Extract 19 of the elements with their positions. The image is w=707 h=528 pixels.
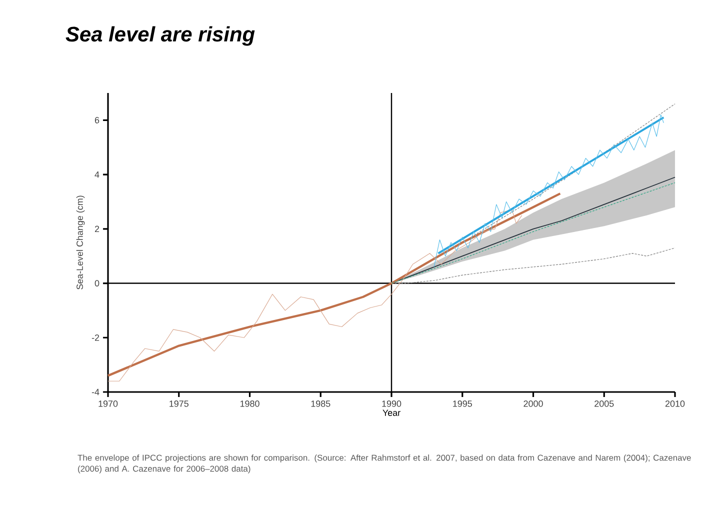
- y-tick-label: 0: [94, 280, 100, 286]
- x-tick-label: 1995: [453, 400, 472, 407]
- x-tick-label: 1980: [240, 400, 260, 407]
- y-tick-label: -4: [92, 388, 100, 396]
- y-tick-label: 4: [94, 171, 100, 178]
- y-tick-label: 6: [94, 116, 100, 124]
- y-tick-label: -2: [92, 334, 100, 341]
- x-tick-label: 1975: [170, 400, 188, 407]
- x-axis-title: Year: [382, 410, 400, 416]
- x-tick-label: 2000: [524, 400, 543, 407]
- x-tick-label: 2010: [665, 400, 685, 407]
- text: The envelope of IPCC projections are shown for comparison. (Source: After Rahmstorf et al. 2007, based on data from Cazenave and Narem (2004); Cazenave (2006) and A. Cazenave for 2006–2008 data): [78, 454, 691, 474]
- x-tick-label: 2005: [594, 400, 614, 407]
- x-tick-label: 1970: [98, 400, 118, 407]
- x-tick-label: 1985: [311, 400, 330, 407]
- x-tick-label: 1990: [382, 400, 402, 407]
- y-tick-label: 2: [94, 226, 100, 232]
- chart-title: Sea level are rising: [66, 26, 255, 46]
- y-axis-title: Sea-Level Change (cm): [76, 196, 85, 290]
